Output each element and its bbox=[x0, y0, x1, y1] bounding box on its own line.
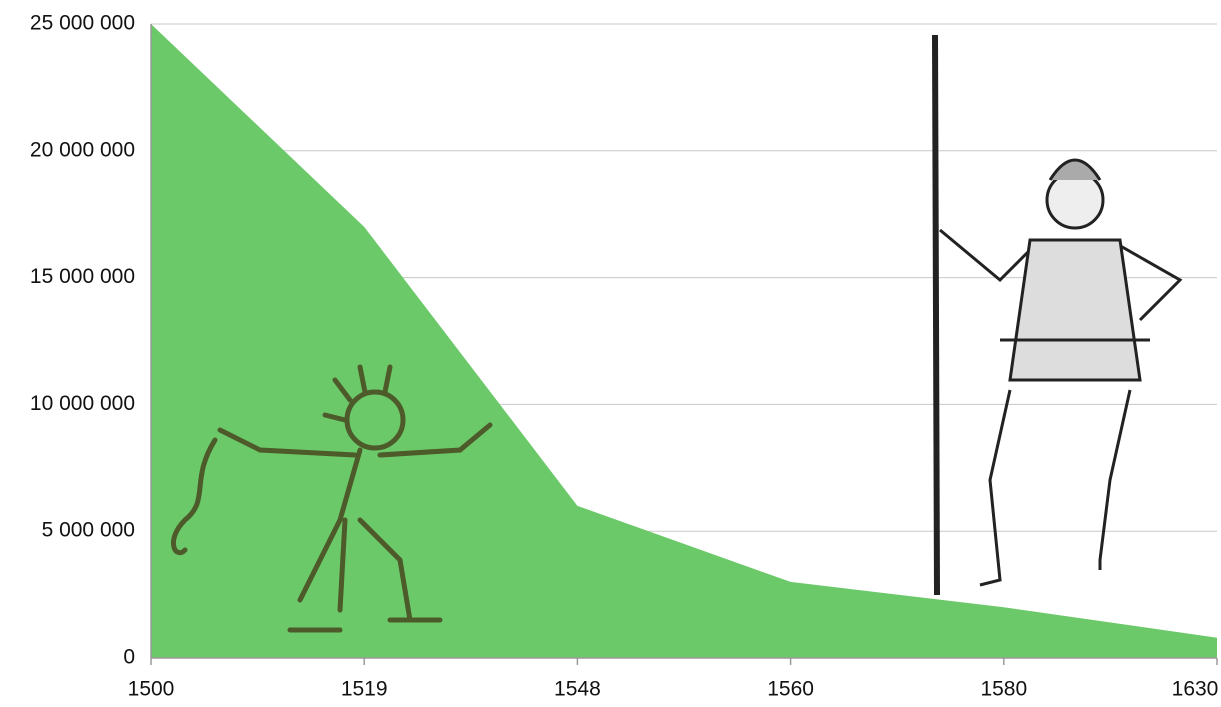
y-tick-label: 10 000 000 bbox=[30, 392, 135, 415]
x-tick-label: 1548 bbox=[554, 678, 601, 701]
y-tick-label: 15 000 000 bbox=[30, 265, 135, 288]
soldier-figure bbox=[935, 35, 1180, 595]
y-tick-label: 25 000 000 bbox=[30, 12, 135, 35]
page: {"chart_data": {"type": "area", "categor… bbox=[0, 0, 1221, 702]
chart: 0 5 000 000 10 000 000 15 000 000 20 000 000… bbox=[0, 0, 1221, 702]
x-tick-label: 1519 bbox=[341, 678, 388, 701]
y-tick-label: 0 bbox=[123, 646, 135, 669]
x-tick-label: 1560 bbox=[767, 678, 814, 701]
y-tick-label: 20 000 000 bbox=[30, 138, 135, 161]
y-tick-label: 5 000 000 bbox=[42, 519, 135, 542]
x-tick-label: 1500 bbox=[128, 678, 175, 701]
x-tick-label: 1580 bbox=[980, 678, 1027, 701]
x-tick-label: 1630 bbox=[1172, 678, 1219, 701]
